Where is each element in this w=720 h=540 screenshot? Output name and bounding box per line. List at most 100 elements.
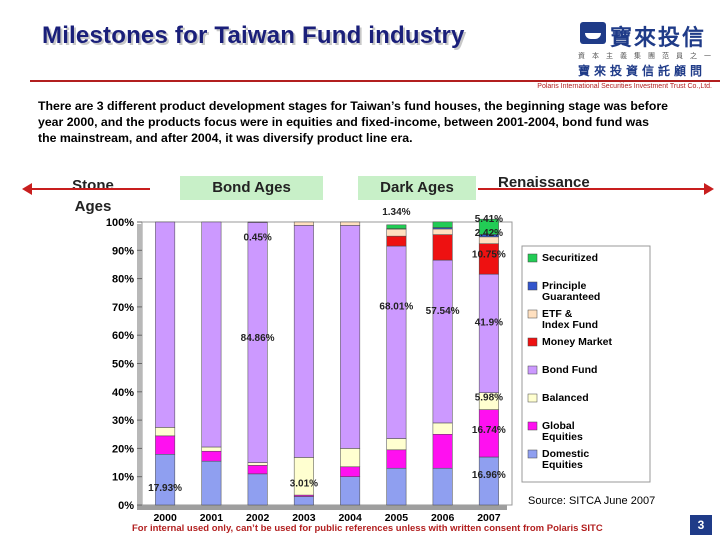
bar-segment [155,454,176,506]
bar-segment [155,221,176,428]
logo-subtitle: 寶來投資信託顧問 [578,64,707,78]
bar-segment [386,438,407,451]
legend-swatch [527,253,538,263]
page-number: 3 [690,515,712,535]
legend-entry: Money Market [542,336,613,348]
arrow-right-head [704,183,714,195]
x-tick-label: 2004 [338,512,362,524]
bar-segment [432,221,453,228]
data-label: 41.9% [475,317,503,328]
x-tick-label: 2001 [200,512,224,524]
bar-segment [247,473,268,506]
arrow-left-head [22,183,32,195]
bar-segment [386,449,407,469]
bar-segment [201,460,222,506]
stage-bond-ages: Bond Ages [180,176,323,200]
bar-segment [340,221,361,226]
legend-entry: Bond Fund [542,364,597,376]
bar-segment [293,225,314,458]
bar-segment [340,476,361,506]
bar-segment [293,221,314,226]
y-tick-label: 60% [112,330,134,342]
data-label: 3.01% [290,479,318,490]
legend-swatch [527,309,538,319]
bar-segment [340,225,361,449]
data-label: 17.93% [148,483,182,494]
plot-area [141,221,513,506]
bar-segment [386,467,407,506]
polaris-logo-icon [580,22,606,44]
legend-swatch [527,393,538,403]
legend-swatch [527,421,538,431]
legend-entry: Securitized [542,252,598,264]
stage-renaissance: Renaissance [498,174,590,191]
y-tick-label: 90% [112,245,134,257]
data-label: 0.45% [243,232,271,243]
y-tick-label: 30% [112,415,134,427]
header-divider [30,80,720,82]
chart-source: Source: SITCA June 2007 [528,495,656,507]
disclaimer: For internal used only, can’t be used fo… [132,523,603,534]
x-tick-label: 2000 [153,512,177,524]
legend-entry: Domestic Equities [542,448,589,471]
data-label: 5.98% [475,392,503,403]
bar-segment [432,228,453,235]
page-title: Milestones for Taiwan Fund industry [42,22,465,49]
y-tick-label: 20% [112,443,134,455]
y-tick-label: 0% [118,500,134,512]
bar-segment [201,450,222,462]
arrow-left-line [30,188,150,190]
data-label: 57.54% [426,306,460,317]
data-label: 2.42% [475,228,503,239]
data-label: 16.96% [472,470,506,481]
legend-entry: Balanced [542,392,589,404]
polaris-logo: 寶來投信 [580,20,716,51]
legend-box [521,245,651,483]
data-label: 16.74% [472,425,506,436]
intro-paragraph: There are 3 different product developmen… [38,99,668,145]
y-tick-label: 40% [112,387,134,399]
legend-entry: ETF & Index Fund [542,308,598,331]
bar-segment [340,448,361,468]
logo-text: 寶來投信 [610,26,707,51]
bar-segment [386,228,407,237]
stage-dark-ages: Dark Ages [358,176,476,200]
data-label: 68.01% [379,302,413,313]
bar-segment [340,466,361,477]
legend-entry: Principle Guaranteed [542,280,600,303]
bar-segment [386,245,407,439]
bar-segment [432,467,453,506]
bar-segment [293,496,314,506]
legend-swatch [527,365,538,375]
bar-segment [386,235,407,247]
data-label: 10.75% [472,249,506,260]
x-tick-label: 2007 [477,512,501,524]
y-tick-label: 70% [112,302,134,314]
x-tick-label: 2002 [246,512,270,524]
y-tick-label: 100% [106,217,134,229]
bar-segment [201,446,222,452]
bar-segment [432,234,453,261]
bar-segment [155,427,176,437]
plot-depth-left [137,224,142,507]
bar-segment [478,273,499,393]
legend-swatch [527,281,538,291]
x-tick-label: 2006 [431,512,455,524]
legend-swatch [527,449,538,459]
plot-depth-floor [137,505,507,510]
bar-segment [386,224,407,229]
legend-entry: Global Equities [542,420,583,443]
bar-segment [247,465,268,475]
data-label: 1.34% [382,207,410,218]
legend-swatch [527,337,538,347]
x-tick-label: 2003 [292,512,316,524]
bar-segment [432,259,453,424]
logo-tagline: 資本主義集團范員之一 [578,52,718,60]
bar-segment [432,434,453,469]
bar-segment [432,422,453,435]
data-label: 5.41% [475,214,503,225]
y-tick-label: 10% [112,472,134,484]
bar-segment [247,462,268,466]
company-english-name: Polaris International Securities Investm… [537,83,712,90]
